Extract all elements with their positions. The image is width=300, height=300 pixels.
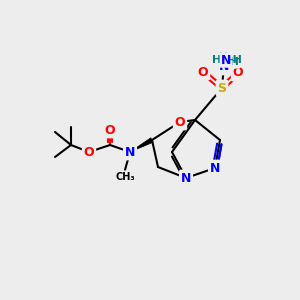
Text: N: N [210, 161, 220, 175]
Text: O: O [233, 67, 243, 80]
Text: N: N [219, 61, 229, 74]
Text: S: S [218, 82, 226, 94]
Text: -H: -H [225, 57, 239, 67]
Text: O: O [84, 146, 94, 158]
Text: N: N [221, 53, 231, 67]
Text: CH₃: CH₃ [115, 172, 135, 182]
Polygon shape [130, 138, 153, 152]
Text: O: O [175, 116, 185, 128]
Text: H: H [219, 52, 229, 62]
Text: O: O [105, 124, 115, 136]
Text: -H: -H [228, 55, 242, 65]
Text: H: H [212, 55, 222, 65]
Text: O: O [198, 65, 208, 79]
Text: N: N [125, 146, 135, 158]
Text: N: N [181, 172, 191, 184]
